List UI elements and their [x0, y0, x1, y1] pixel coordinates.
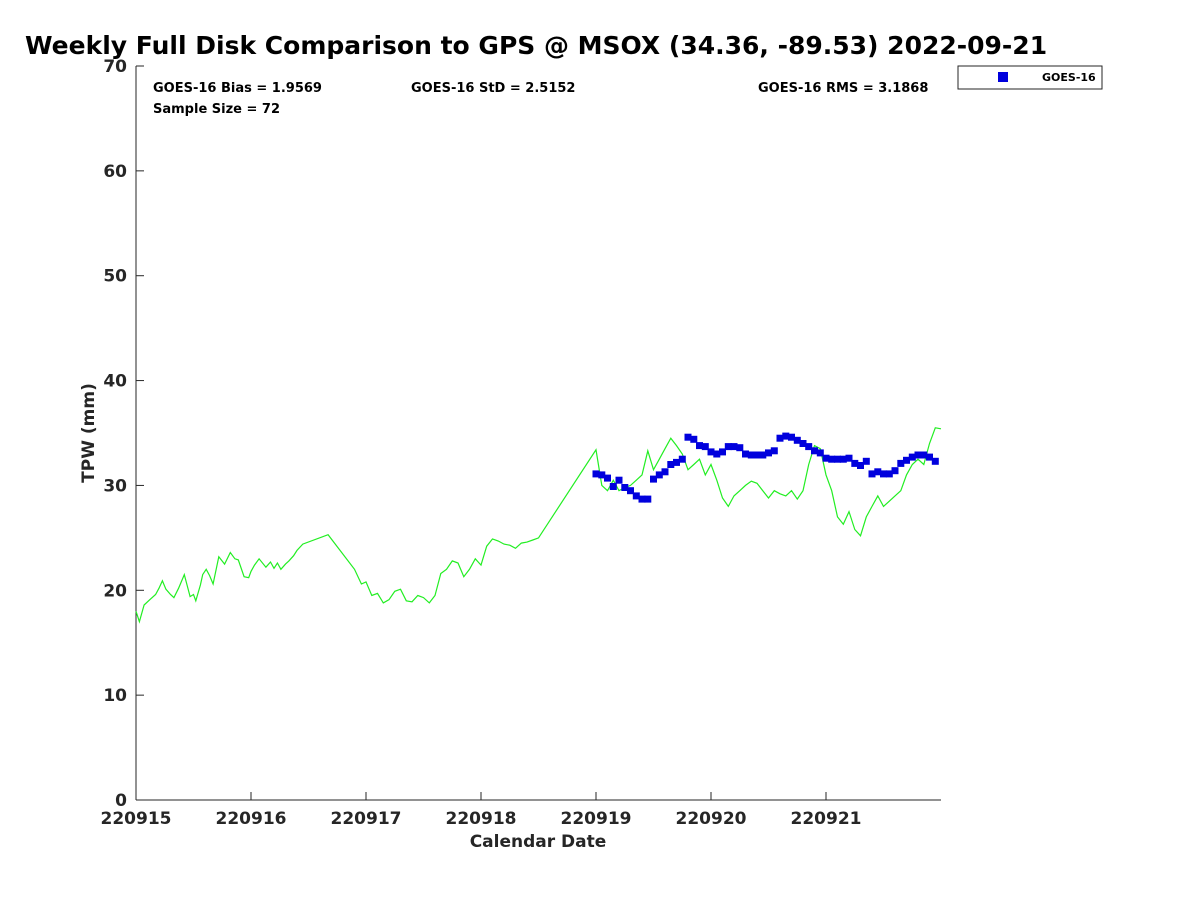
goes16-point	[627, 487, 634, 495]
goes16-point	[684, 433, 692, 441]
goes16-point	[604, 474, 611, 482]
goes16-point	[931, 457, 939, 465]
legend-label-goes16: GOES-16	[1042, 71, 1096, 84]
goes16-point	[753, 451, 761, 459]
y-tick-label: 60	[103, 162, 127, 182]
goes16-point	[701, 443, 709, 451]
legend: GOES-16	[957, 65, 1103, 90]
stat-bias: GOES-16 Bias = 1.9569	[153, 81, 322, 96]
axes	[135, 66, 941, 801]
goes16-point	[874, 468, 882, 476]
goes16-point	[673, 458, 680, 466]
goes16-point	[655, 471, 663, 479]
y-ticks: 0 10 20 30 40 50 60 70	[103, 57, 144, 811]
goes16-point	[759, 451, 767, 459]
y-axis-label: TPW (mm)	[79, 383, 99, 483]
goes16-point	[742, 450, 749, 458]
goes16-point	[903, 456, 910, 464]
goes16-point	[811, 447, 818, 455]
goes16-point	[678, 455, 686, 463]
y-tick-label: 50	[103, 267, 127, 287]
goes16-point	[615, 476, 623, 484]
goes16-point	[638, 495, 646, 503]
chart-title: Weekly Full Disk Comparison to GPS @ MSO…	[25, 31, 1047, 60]
goes16-point	[799, 440, 807, 447]
goes16-point	[609, 483, 617, 490]
goes16-point	[747, 451, 755, 459]
goes16-point	[667, 461, 675, 468]
goes16-point	[914, 451, 922, 459]
goes16-point	[632, 492, 640, 500]
goes16-point	[690, 435, 698, 443]
x-ticks: 220915 220916 220917 220918 220919 220920 2209…	[101, 792, 862, 829]
goes16-point	[719, 448, 726, 456]
goes16-point	[765, 449, 772, 457]
goes16-point	[793, 436, 801, 444]
goes16-point	[816, 449, 824, 457]
x-tick-label: 220918	[446, 809, 517, 829]
stat-std: GOES-16 StD = 2.5152	[411, 81, 575, 96]
series-layer	[135, 427, 942, 624]
legend-box	[957, 65, 1103, 90]
y-tick-label: 0	[115, 791, 127, 811]
goes16-point	[880, 470, 887, 478]
series-line-gps	[135, 427, 942, 624]
goes16-point	[724, 443, 732, 451]
goes16-point	[713, 450, 721, 458]
goes16-point	[621, 484, 629, 491]
x-tick-label: 220921	[791, 809, 862, 829]
goes16-point	[650, 475, 657, 483]
goes16-point	[897, 459, 905, 467]
y-tick-label: 40	[103, 372, 127, 392]
goes16-point	[828, 455, 836, 463]
goes16-point	[736, 444, 744, 452]
x-tick-label: 220917	[331, 809, 402, 829]
goes16-point	[598, 471, 606, 479]
stat-sample-size: Sample Size = 72	[153, 102, 280, 117]
goes16-point	[805, 443, 813, 451]
y-tick-label: 30	[103, 476, 127, 496]
goes16-point	[891, 467, 899, 475]
goes16-point	[834, 455, 841, 463]
goes16-point	[788, 433, 795, 441]
goes16-point	[696, 442, 703, 450]
goes16-point	[770, 447, 778, 455]
goes16-point	[885, 470, 893, 478]
goes16-point	[868, 470, 876, 478]
goes16-point	[926, 453, 933, 461]
stat-rms: GOES-16 RMS = 3.1868	[758, 81, 928, 96]
legend-marker-goes16	[998, 72, 1008, 82]
goes16-point	[822, 454, 830, 462]
goes16-point	[845, 454, 853, 462]
goes16-point	[851, 459, 859, 467]
y-tick-label: 70	[103, 57, 127, 77]
y-tick-label: 10	[103, 686, 127, 706]
x-tick-label: 220915	[101, 809, 172, 829]
goes16-point	[839, 455, 847, 463]
x-tick-label: 220920	[676, 809, 747, 829]
goes16-point	[707, 448, 715, 456]
goes16-point	[661, 468, 669, 476]
goes16-point	[857, 462, 864, 469]
goes16-point	[592, 470, 600, 478]
x-tick-label: 220916	[216, 809, 287, 829]
goes16-point	[776, 434, 784, 442]
goes16-point	[730, 443, 738, 451]
goes16-point	[782, 432, 790, 440]
goes16-point	[644, 495, 652, 503]
goes16-point	[920, 451, 928, 459]
x-tick-label: 220919	[561, 809, 632, 829]
goes16-point	[908, 453, 916, 461]
x-axis-label: Calendar Date	[470, 832, 607, 852]
y-tick-label: 20	[103, 581, 127, 601]
goes16-point	[862, 457, 870, 465]
